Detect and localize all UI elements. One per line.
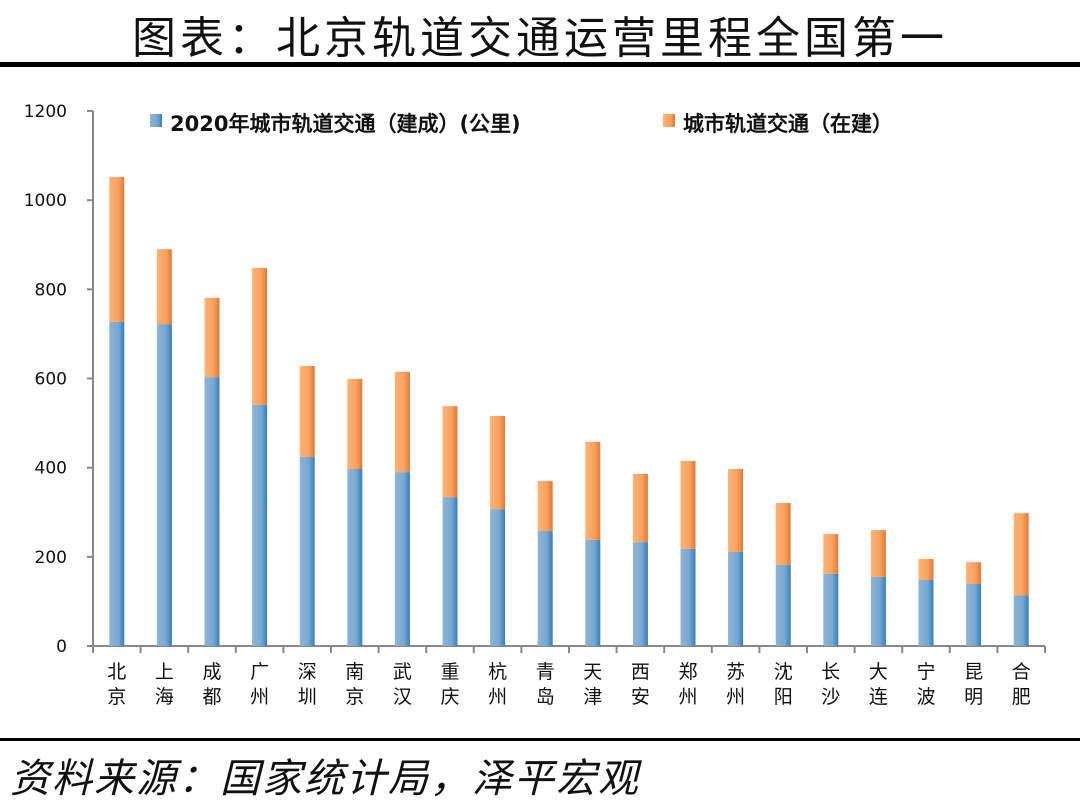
legend-label: 2020年城市轨道交通（建成）(公里) bbox=[170, 112, 521, 136]
x-tick-label: 庆 bbox=[440, 686, 459, 708]
x-tick-label: 郑 bbox=[678, 661, 697, 683]
x-tick-label: 北 bbox=[107, 661, 126, 683]
bar-under-construction bbox=[299, 366, 315, 457]
x-tick-label: 天 bbox=[583, 661, 602, 683]
x-tick-label: 南 bbox=[345, 661, 364, 683]
bar-built bbox=[490, 509, 506, 646]
x-tick-label: 连 bbox=[869, 686, 888, 708]
x-tick-label: 上 bbox=[155, 661, 174, 683]
y-tick-label: 0 bbox=[56, 637, 67, 657]
x-tick-label: 安 bbox=[631, 686, 650, 708]
x-tick-label: 都 bbox=[202, 686, 221, 708]
legend-swatch bbox=[663, 114, 675, 127]
page-title: 图表：北京轨道交通运营里程全国第一 bbox=[132, 13, 948, 64]
x-tick-label: 武 bbox=[393, 661, 412, 683]
bar-built bbox=[299, 456, 315, 646]
x-tick-label: 成 bbox=[202, 661, 221, 683]
x-tick-label: 京 bbox=[345, 686, 364, 708]
stacked-bar-chart: 020040060080010001200北京上海成都广州深圳南京武汉重庆杭州青… bbox=[24, 102, 1046, 708]
x-tick-label: 肥 bbox=[1012, 686, 1031, 708]
x-tick-label: 合 bbox=[1012, 661, 1031, 683]
bar-under-construction bbox=[204, 297, 220, 378]
y-tick-label: 1200 bbox=[24, 102, 67, 122]
bar-under-construction bbox=[775, 502, 791, 565]
bar-built bbox=[823, 573, 839, 646]
bar-built bbox=[204, 377, 220, 646]
x-tick-label: 昆 bbox=[964, 661, 983, 683]
x-tick-label: 圳 bbox=[298, 686, 317, 708]
bar-built bbox=[680, 548, 696, 646]
bar-under-construction bbox=[347, 378, 363, 470]
bar-built bbox=[728, 551, 744, 646]
source-note: 资料来源：国家统计局，泽平宏观 bbox=[10, 756, 640, 802]
title-divider bbox=[0, 62, 1080, 67]
bar-under-construction bbox=[442, 406, 458, 498]
bar-under-construction bbox=[1013, 513, 1029, 596]
x-tick-label: 西 bbox=[631, 661, 650, 683]
y-tick-label: 200 bbox=[35, 548, 67, 568]
x-tick-label: 州 bbox=[678, 686, 697, 708]
bar-built bbox=[442, 497, 458, 646]
bar-under-construction bbox=[680, 460, 696, 549]
bar-under-construction bbox=[252, 267, 268, 405]
x-tick-label: 杭 bbox=[488, 661, 507, 683]
x-tick-label: 青 bbox=[536, 661, 555, 683]
x-tick-label: 大 bbox=[869, 661, 888, 683]
bar-built bbox=[775, 564, 791, 646]
x-tick-label: 长 bbox=[821, 661, 840, 683]
x-tick-label: 沙 bbox=[821, 686, 840, 708]
legend-label: 城市轨道交通（在建） bbox=[683, 112, 893, 136]
x-tick-label: 明 bbox=[964, 686, 983, 708]
bar-under-construction bbox=[823, 534, 839, 574]
bar-under-construction bbox=[109, 176, 125, 322]
bar-under-construction bbox=[585, 441, 601, 540]
x-tick-label: 深 bbox=[298, 661, 317, 683]
x-tick-label: 海 bbox=[155, 686, 174, 708]
x-tick-label: 苏 bbox=[726, 661, 745, 683]
x-tick-label: 岛 bbox=[536, 686, 555, 708]
legend-swatch bbox=[150, 114, 162, 127]
bar-built bbox=[394, 472, 410, 646]
bar-under-construction bbox=[537, 481, 553, 531]
y-tick-label: 1000 bbox=[24, 191, 67, 211]
bar-built bbox=[252, 404, 268, 646]
x-tick-label: 州 bbox=[250, 686, 269, 708]
bar-under-construction bbox=[870, 530, 886, 577]
x-tick-label: 沈 bbox=[774, 661, 793, 683]
bar-under-construction bbox=[394, 371, 410, 473]
x-tick-label: 广 bbox=[250, 661, 269, 683]
y-tick-label: 600 bbox=[35, 370, 67, 390]
bar-built bbox=[156, 324, 172, 646]
y-tick-label: 400 bbox=[35, 459, 67, 479]
bar-built bbox=[1013, 595, 1029, 646]
bar-built bbox=[109, 321, 125, 646]
x-tick-label: 津 bbox=[583, 686, 602, 708]
x-tick-label: 京 bbox=[107, 686, 126, 708]
source-divider bbox=[0, 738, 1080, 741]
bar-under-construction bbox=[490, 415, 506, 510]
x-tick-label: 阳 bbox=[774, 686, 793, 708]
x-tick-label: 州 bbox=[726, 686, 745, 708]
bar-built bbox=[537, 530, 553, 646]
bar-under-construction bbox=[156, 249, 172, 325]
bar-built bbox=[918, 580, 934, 646]
bar-under-construction bbox=[632, 473, 648, 543]
bar-under-construction bbox=[728, 469, 744, 552]
x-tick-label: 汉 bbox=[393, 686, 412, 708]
bar-built bbox=[870, 576, 886, 646]
bar-built bbox=[347, 469, 363, 646]
x-tick-label: 重 bbox=[440, 661, 459, 683]
y-tick-label: 800 bbox=[35, 280, 67, 300]
x-tick-label: 州 bbox=[488, 686, 507, 708]
bar-built bbox=[585, 539, 601, 646]
x-tick-label: 宁 bbox=[916, 661, 935, 683]
bar-under-construction bbox=[918, 559, 934, 581]
bar-built bbox=[966, 584, 982, 646]
bar-built bbox=[632, 542, 648, 646]
x-tick-label: 波 bbox=[916, 686, 935, 708]
bar-under-construction bbox=[966, 562, 982, 585]
